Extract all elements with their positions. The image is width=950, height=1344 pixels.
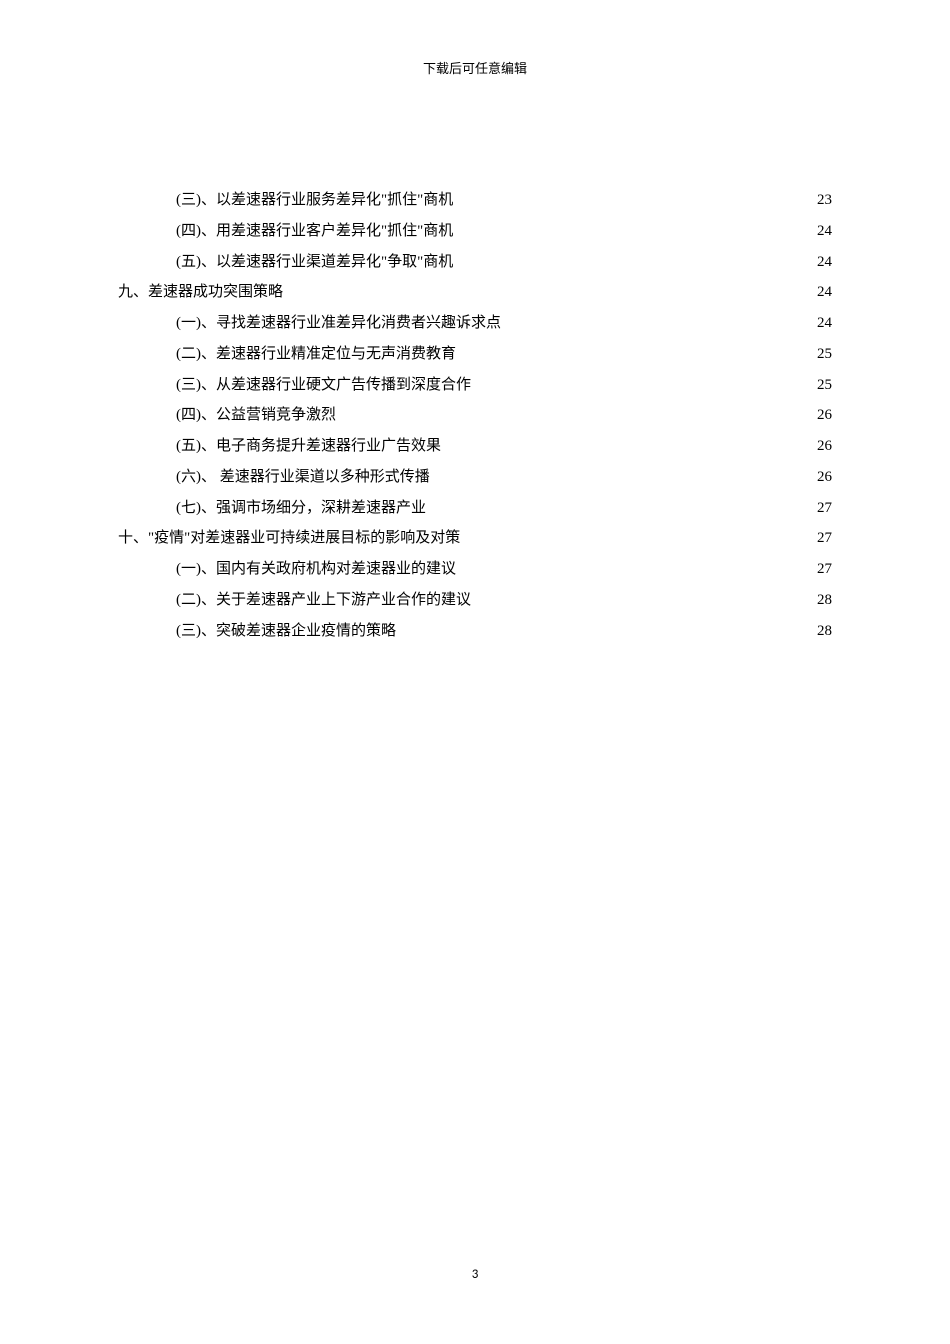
toc-label: (四)、用差速器行业客户差异化"抓住"商机 <box>176 216 453 247</box>
toc-leader-dots <box>283 281 815 296</box>
toc-label: 十、"疫情"对差速器业可持续进展目标的影响及对策 <box>118 523 460 554</box>
toc-entry: (六)、 差速器行业渠道以多种形式传播 26 <box>118 462 832 493</box>
toc-label: (七)、强调市场细分，深耕差速器产业 <box>176 493 426 524</box>
toc-label: (二)、关于差速器产业上下游产业合作的建议 <box>176 585 471 616</box>
toc-page: 27 <box>815 554 832 585</box>
toc-entry: (二)、差速器行业精准定位与无声消费教育 25 <box>118 339 832 370</box>
toc-leader-dots <box>471 374 815 389</box>
toc-page: 28 <box>815 616 832 647</box>
toc-page: 25 <box>815 339 832 370</box>
toc-page: 26 <box>815 462 832 493</box>
toc-entry: 十、"疫情"对差速器业可持续进展目标的影响及对策 27 <box>118 523 832 554</box>
toc-leader-dots <box>453 251 815 266</box>
toc-label: (一)、国内有关政府机构对差速器业的建议 <box>176 554 456 585</box>
toc-entry: (五)、以差速器行业渠道差异化"争取"商机 24 <box>118 247 832 278</box>
toc-entry: 九、差速器成功突围策略 24 <box>118 277 832 308</box>
toc-leader-dots <box>471 589 815 604</box>
toc-leader-dots <box>501 312 815 327</box>
toc-page: 24 <box>815 216 832 247</box>
toc-page: 24 <box>815 247 832 278</box>
toc-label: (五)、以差速器行业渠道差异化"争取"商机 <box>176 247 453 278</box>
toc-entry: (七)、强调市场细分，深耕差速器产业 27 <box>118 493 832 524</box>
toc-page: 27 <box>815 493 832 524</box>
table-of-contents: (三)、以差速器行业服务差异化"抓住"商机 23 (四)、用差速器行业客户差异化… <box>0 77 950 646</box>
toc-entry: (一)、寻找差速器行业准差异化消费者兴趣诉求点 24 <box>118 308 832 339</box>
toc-page: 25 <box>815 370 832 401</box>
toc-page: 24 <box>815 308 832 339</box>
toc-leader-dots <box>456 558 815 573</box>
toc-entry: (三)、以差速器行业服务差异化"抓住"商机 23 <box>118 185 832 216</box>
toc-page: 24 <box>815 277 832 308</box>
toc-leader-dots <box>441 435 815 450</box>
toc-label: (四)、公益营销竞争激烈 <box>176 400 336 431</box>
toc-leader-dots <box>460 527 815 542</box>
toc-label: (三)、以差速器行业服务差异化"抓住"商机 <box>176 185 453 216</box>
toc-entry: (一)、国内有关政府机构对差速器业的建议 27 <box>118 554 832 585</box>
toc-page: 26 <box>815 431 832 462</box>
toc-entry: (五)、电子商务提升差速器行业广告效果 26 <box>118 431 832 462</box>
toc-page: 26 <box>815 400 832 431</box>
toc-entry: (二)、关于差速器产业上下游产业合作的建议 28 <box>118 585 832 616</box>
toc-leader-dots <box>396 620 815 635</box>
toc-label: (六)、 差速器行业渠道以多种形式传播 <box>176 462 430 493</box>
toc-leader-dots <box>456 343 815 358</box>
toc-leader-dots <box>426 497 815 512</box>
page-number: 3 <box>0 1267 950 1282</box>
toc-entry: (四)、公益营销竞争激烈 26 <box>118 400 832 431</box>
toc-label: (三)、从差速器行业硬文广告传播到深度合作 <box>176 370 471 401</box>
toc-leader-dots <box>453 189 815 204</box>
toc-leader-dots <box>336 404 815 419</box>
toc-entry: (四)、用差速器行业客户差异化"抓住"商机 24 <box>118 216 832 247</box>
toc-leader-dots <box>430 466 815 481</box>
toc-entry: (三)、从差速器行业硬文广告传播到深度合作 25 <box>118 370 832 401</box>
header-note: 下载后可任意编辑 <box>0 0 950 77</box>
toc-label: (三)、突破差速器企业疫情的策略 <box>176 616 396 647</box>
toc-page: 23 <box>815 185 832 216</box>
toc-page: 27 <box>815 523 832 554</box>
toc-label: (二)、差速器行业精准定位与无声消费教育 <box>176 339 456 370</box>
toc-label: 九、差速器成功突围策略 <box>118 277 283 308</box>
toc-label: (一)、寻找差速器行业准差异化消费者兴趣诉求点 <box>176 308 501 339</box>
toc-leader-dots <box>453 220 815 235</box>
toc-page: 28 <box>815 585 832 616</box>
toc-entry: (三)、突破差速器企业疫情的策略 28 <box>118 616 832 647</box>
toc-label: (五)、电子商务提升差速器行业广告效果 <box>176 431 441 462</box>
